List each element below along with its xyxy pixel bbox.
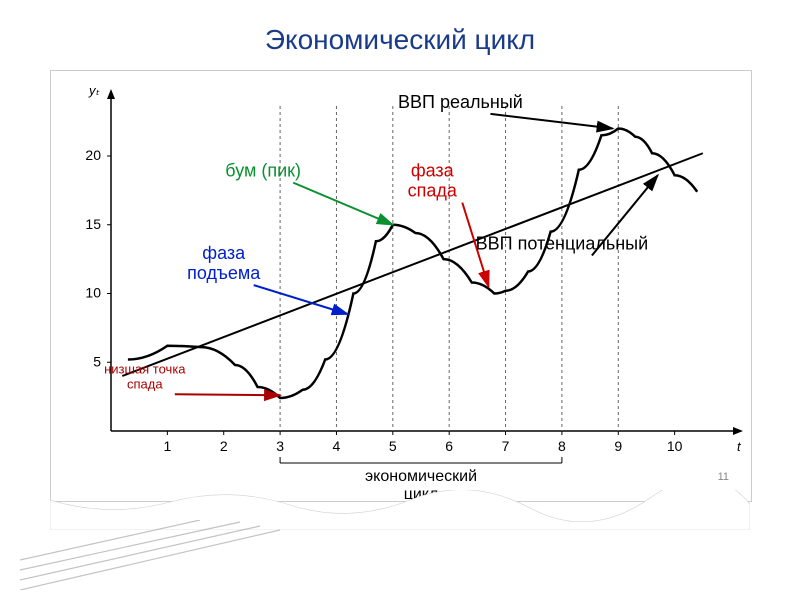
svg-text:5: 5 <box>93 353 101 369</box>
svg-text:фаза: фаза <box>411 161 455 181</box>
svg-text:ВВП потенциальный: ВВП потенциальный <box>476 234 649 254</box>
svg-text:yₜ: yₜ <box>88 83 101 98</box>
svg-text:20: 20 <box>85 147 101 163</box>
svg-text:10: 10 <box>667 438 683 454</box>
svg-text:3: 3 <box>276 438 284 454</box>
svg-text:низшая точка: низшая точка <box>104 361 186 376</box>
svg-text:7: 7 <box>502 438 510 454</box>
svg-text:2: 2 <box>220 438 228 454</box>
svg-text:спада: спада <box>127 376 163 391</box>
svg-text:подъема: подъема <box>187 263 261 283</box>
svg-text:1: 1 <box>163 438 171 454</box>
chart-title: Экономический цикл <box>0 24 800 56</box>
svg-text:8: 8 <box>558 438 566 454</box>
page-number: 11 <box>718 471 729 483</box>
decorative-hatch <box>20 520 280 590</box>
svg-text:ВВП реальный: ВВП реальный <box>398 92 523 112</box>
svg-text:экономический: экономический <box>365 468 477 485</box>
svg-text:фаза: фаза <box>202 243 246 263</box>
svg-text:t: t <box>737 439 742 454</box>
svg-text:15: 15 <box>85 216 101 232</box>
svg-text:6: 6 <box>445 438 453 454</box>
svg-text:10: 10 <box>85 285 101 301</box>
svg-text:5: 5 <box>389 438 397 454</box>
svg-text:4: 4 <box>333 438 341 454</box>
svg-text:спада: спада <box>408 181 458 201</box>
svg-text:бум (пик): бум (пик) <box>225 161 301 181</box>
economic-cycle-chart: 5101520yₜ12345678910tэкономическийциклбу… <box>50 70 752 502</box>
svg-text:9: 9 <box>614 438 622 454</box>
